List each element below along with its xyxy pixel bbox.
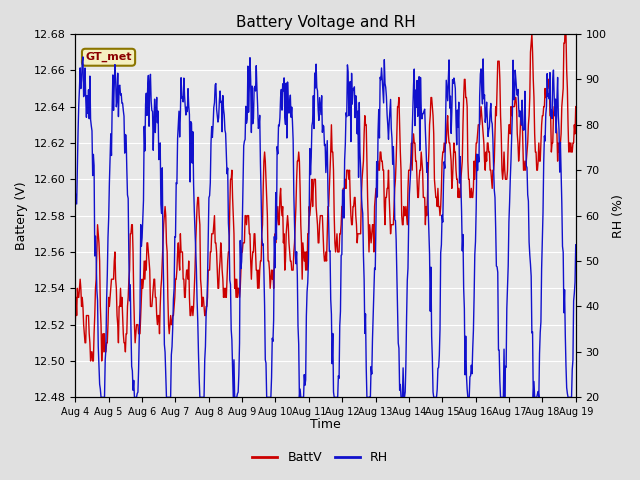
Text: GT_met: GT_met: [85, 52, 132, 62]
BattV: [184, 267, 191, 273]
Y-axis label: Battery (V): Battery (V): [15, 181, 28, 250]
RH: [184, 86, 192, 92]
Title: Battery Voltage and RH: Battery Voltage and RH: [236, 15, 415, 30]
BattV: [210, 222, 218, 228]
RH: [211, 100, 218, 106]
Line: BattV: BattV: [76, 25, 576, 361]
BattV: [561, 22, 569, 28]
RH: [79, 54, 87, 60]
BattV: [87, 358, 95, 364]
Y-axis label: RH (%): RH (%): [612, 193, 625, 238]
RH: [72, 190, 79, 195]
BattV: [81, 331, 88, 336]
RH: [387, 125, 395, 131]
BattV: [572, 104, 580, 109]
RH: [133, 391, 141, 396]
BattV: [401, 213, 409, 218]
RH: [572, 242, 580, 248]
BattV: [72, 322, 79, 327]
RH: [81, 65, 89, 71]
RH: [97, 395, 105, 400]
BattV: [387, 231, 394, 237]
Line: RH: RH: [76, 57, 576, 397]
RH: [402, 361, 410, 367]
X-axis label: Time: Time: [310, 419, 341, 432]
Legend: BattV, RH: BattV, RH: [248, 446, 392, 469]
BattV: [132, 322, 140, 327]
